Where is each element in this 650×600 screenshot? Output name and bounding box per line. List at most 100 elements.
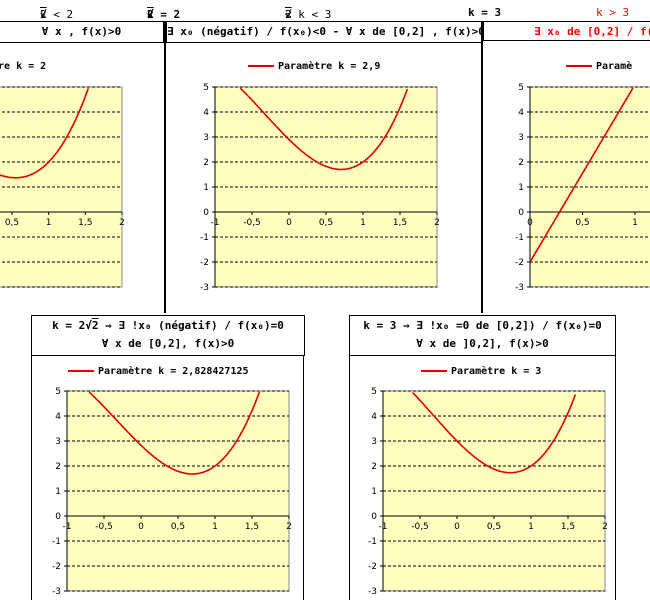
title-chart-4-line2: ∀ x de [0,2], f(x)>0 bbox=[101, 337, 235, 350]
legend-chart-4: Paramètre k = 2,828427125 bbox=[68, 366, 249, 377]
title-chart-5-line1: k = 3 ⇒ ∃ !x₀ =0 de [0,2]) / f(x₀)=0 bbox=[363, 319, 602, 332]
x-tick-label: 0,5 bbox=[171, 522, 185, 532]
x-tick-label: 1 bbox=[212, 522, 218, 532]
legend-swatch bbox=[566, 65, 592, 67]
title-chart-2: ∃ x₀ (négatif) / f(x₀)<0 - ∀ x de [0,2] … bbox=[166, 21, 482, 43]
x-tick-label: -1 bbox=[63, 522, 72, 532]
title-chart-1: ∀ x , f(x)>0 bbox=[0, 21, 164, 43]
x-tick-label: 1,5 bbox=[393, 218, 407, 228]
x-tick-label: 2 bbox=[119, 218, 125, 228]
y-tick-label: 5 bbox=[203, 83, 209, 93]
title-chart-4-line1: k = 2√2 ⇒ ∃ !x₀ (négatif) / f(x₀)=0 bbox=[52, 319, 284, 332]
x-tick-label: -1 bbox=[379, 522, 388, 532]
title-chart-4: k = 2√2 ⇒ ∃ !x₀ (négatif) / f(x₀)=0 ∀ x … bbox=[31, 315, 305, 356]
y-tick-label: 2 bbox=[371, 462, 377, 472]
y-tick-label: 5 bbox=[371, 387, 377, 397]
y-tick-label: -1 bbox=[52, 537, 61, 547]
chart-4-frame-top bbox=[31, 355, 305, 356]
legend-chart-3: Paramè bbox=[566, 61, 632, 72]
chart-4-frame-right bbox=[303, 355, 304, 600]
y-tick-label: -3 bbox=[515, 283, 524, 293]
y-tick-label: -1 bbox=[515, 233, 524, 243]
x-tick-label: 1 bbox=[528, 522, 534, 532]
title-chart-5: k = 3 ⇒ ∃ !x₀ =0 de [0,2]) / f(x₀)=0 ∀ x… bbox=[349, 315, 616, 356]
y-tick-label: -2 bbox=[368, 562, 377, 572]
x-tick-label: 0 bbox=[527, 218, 533, 228]
y-tick-label: 0 bbox=[371, 512, 377, 522]
series-line bbox=[412, 391, 577, 474]
x-tick-label: 0,5 bbox=[5, 218, 19, 228]
legend-chart-1: ètre k = 2 bbox=[0, 61, 47, 72]
y-tick-label: -2 bbox=[200, 258, 209, 268]
x-tick-label: -0,5 bbox=[95, 522, 113, 532]
y-tick-label: -2 bbox=[52, 562, 61, 572]
header-k-three: k = 3 bbox=[468, 6, 502, 19]
title-chart-3: ∃ x₀ de [0,2] / f(x bbox=[483, 21, 650, 41]
y-tick-label: 3 bbox=[518, 133, 524, 143]
legend-swatch bbox=[421, 370, 447, 372]
x-tick-label: 1,5 bbox=[561, 522, 575, 532]
y-tick-label: 0 bbox=[518, 208, 524, 218]
x-tick-label: 0,5 bbox=[487, 522, 501, 532]
y-tick-label: 4 bbox=[518, 108, 524, 118]
y-tick-label: -3 bbox=[368, 587, 377, 597]
series-line bbox=[529, 87, 634, 263]
legend-swatch bbox=[68, 370, 94, 372]
y-tick-label: 4 bbox=[371, 412, 377, 422]
y-tick-label: 3 bbox=[55, 437, 61, 447]
series-line bbox=[0, 88, 90, 179]
y-tick-label: 3 bbox=[371, 437, 377, 447]
legend-chart-5: Paramètre k = 3 bbox=[421, 366, 541, 377]
y-tick-label: 3 bbox=[203, 133, 209, 143]
legend-chart-2: Paramètre k = 2,9 bbox=[248, 61, 380, 72]
y-tick-label: -2 bbox=[515, 258, 524, 268]
y-tick-label: 1 bbox=[371, 487, 377, 497]
x-tick-label: 1 bbox=[360, 218, 366, 228]
x-tick-label: 2 bbox=[434, 218, 440, 228]
x-tick-label: 0,5 bbox=[319, 218, 333, 228]
y-tick-label: 0 bbox=[203, 208, 209, 218]
y-tick-label: 1 bbox=[203, 183, 209, 193]
series-line bbox=[239, 87, 409, 171]
y-tick-label: 4 bbox=[55, 412, 61, 422]
chart-4-frame-left bbox=[31, 355, 32, 600]
header-row: k < 2 √ 2 k = 2 √ 2 2 √ 2 < k < 3 k = 3 k > 3 bbox=[40, 6, 630, 21]
title-chart-5-line2: ∀ x de ]0,2], f(x)>0 bbox=[416, 337, 549, 350]
x-tick-label: 0 bbox=[138, 522, 144, 532]
x-tick-label: 1 bbox=[632, 218, 638, 228]
x-tick-label: 1 bbox=[46, 218, 52, 228]
x-tick-label: 0,5 bbox=[575, 218, 589, 228]
x-tick-label: -0,5 bbox=[243, 218, 261, 228]
x-tick-label: -1 bbox=[211, 218, 220, 228]
x-tick-label: 2 bbox=[602, 522, 608, 532]
y-tick-label: 2 bbox=[518, 158, 524, 168]
y-tick-label: 1 bbox=[55, 487, 61, 497]
y-tick-label: 5 bbox=[55, 387, 61, 397]
separator-left bbox=[164, 21, 166, 313]
x-tick-label: 0 bbox=[454, 522, 460, 532]
y-tick-label: -3 bbox=[52, 587, 61, 597]
chart-5-frame-right bbox=[615, 355, 616, 600]
x-tick-label: 2 bbox=[286, 522, 292, 532]
y-tick-label: 1 bbox=[518, 183, 524, 193]
y-tick-label: -1 bbox=[200, 233, 209, 243]
x-tick-label: -0,5 bbox=[411, 522, 429, 532]
y-tick-label: 5 bbox=[518, 83, 524, 93]
chart-5-frame-left bbox=[349, 355, 350, 600]
x-tick-label: 0 bbox=[286, 218, 292, 228]
header-k-greater: k > 3 bbox=[596, 6, 630, 19]
y-tick-label: -1 bbox=[368, 537, 377, 547]
x-tick-label: 1,5 bbox=[78, 218, 92, 228]
chart-5-frame-top bbox=[349, 355, 616, 356]
legend-swatch bbox=[248, 65, 274, 67]
y-tick-label: 2 bbox=[55, 462, 61, 472]
y-tick-label: 0 bbox=[55, 512, 61, 522]
series-line bbox=[88, 391, 261, 475]
y-tick-label: -3 bbox=[200, 283, 209, 293]
y-tick-label: 4 bbox=[203, 108, 209, 118]
